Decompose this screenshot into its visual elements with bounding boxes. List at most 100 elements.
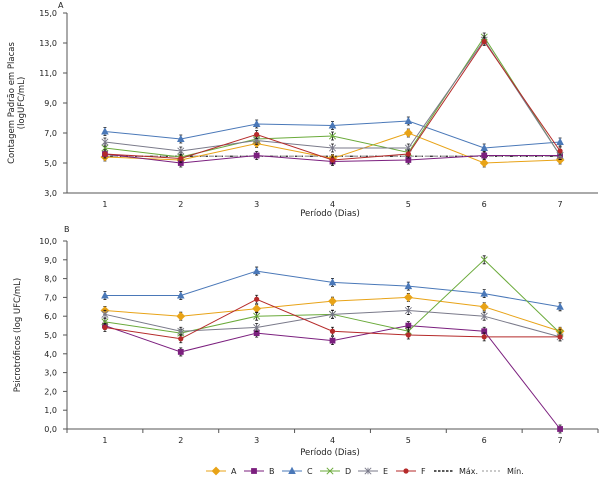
data-point-f: [254, 296, 260, 302]
legend: A B C D E F Máx. Mín.: [206, 466, 524, 476]
data-point-d: [253, 312, 261, 320]
data-point-f: [178, 155, 184, 162]
data-point-a: [176, 311, 186, 321]
legend-label: A: [231, 467, 237, 476]
x-tick-label: 6: [482, 436, 487, 445]
data-point-c: [101, 291, 109, 299]
data-point-c: [404, 281, 413, 290]
data-point-f: [405, 151, 411, 157]
x-tick-label: 2: [178, 436, 183, 445]
chart-a-axes: [66, 13, 598, 194]
series-d: [101, 32, 564, 162]
chart-b-axes: [66, 241, 598, 430]
series-c: [101, 116, 564, 153]
data-point-f: [254, 131, 260, 138]
x-tick-label: 4: [330, 200, 335, 209]
series-line-d: [104, 259, 561, 334]
data-point-b: [253, 152, 260, 159]
data-point-e: [101, 310, 109, 318]
data-point-c: [480, 143, 489, 151]
y-tick-label: 5,0: [44, 331, 57, 340]
y-tick-label: 1,0: [44, 406, 57, 415]
chart-b: B Psicrotróficos (log UFC/mL) 0,0 1,0 2,0 3…: [12, 225, 599, 458]
data-point-c: [176, 291, 185, 299]
y-tick-label: 7,0: [44, 129, 57, 138]
data-point-c: [404, 116, 413, 124]
y-tick-label: 3,0: [44, 369, 57, 378]
data-point-b: [481, 328, 488, 335]
y-tick-label: 10,0: [39, 237, 57, 246]
chart-a-x-axis-label: Período (Dias): [300, 209, 360, 219]
data-point-c: [288, 466, 296, 474]
chart-a-y-ticks: 3,0 5,0 7,0 9,0 11,0 13,0 15,0: [39, 9, 67, 198]
data-point-d: [101, 318, 109, 326]
data-point-c: [556, 137, 564, 145]
y-tick-label: 3,0: [44, 189, 57, 198]
data-point-e: [177, 327, 185, 335]
series-b: [102, 321, 563, 434]
chart-b-y-axis-label: Psicrotróficos (log UFC/mL): [12, 278, 23, 392]
y-tick-label: 8,0: [44, 275, 57, 284]
legend-item-b: B: [244, 467, 275, 476]
data-point-d: [101, 144, 109, 152]
data-point-c: [480, 289, 489, 297]
y-tick-label: 11,0: [39, 69, 57, 78]
legend-item-e: E: [358, 467, 388, 476]
x-tick-label: 5: [406, 436, 411, 445]
legend-item-c: C: [282, 466, 313, 476]
chart-a: A Contagem Padrão em Placas (logUFC/mL) 3…: [7, 1, 598, 219]
y-tick-label: 9,0: [44, 99, 57, 108]
chart-a-y-axis-label: Contagem Padrão em Placas (logUFC/mL): [7, 42, 27, 164]
data-point-f: [481, 334, 487, 340]
legend-label: F: [421, 467, 426, 476]
x-tick-label: 3: [254, 200, 259, 209]
data-point-c: [328, 121, 337, 129]
data-point-a: [403, 292, 413, 302]
x-tick-label: 3: [254, 436, 259, 445]
panel-label-a: A: [58, 1, 64, 10]
data-point-e: [480, 312, 488, 320]
legend-label: Máx.: [459, 467, 478, 476]
data-point-b: [405, 322, 412, 329]
data-point-c: [556, 302, 564, 310]
data-point-f: [329, 328, 336, 334]
data-point-f: [178, 336, 184, 342]
x-tick-label: 4: [330, 436, 335, 445]
y-axis-label-line: Psicrotróficos (log UFC/mL): [12, 278, 23, 392]
y-tick-label: 2,0: [44, 387, 57, 396]
y-tick-label: 4,0: [44, 350, 57, 359]
legend-label: B: [269, 467, 275, 476]
data-point-f: [403, 468, 409, 474]
data-point-b: [177, 160, 184, 166]
y-tick-label: 5,0: [44, 159, 57, 168]
legend-item-f: F: [396, 467, 426, 476]
chart-b-series: [100, 255, 565, 434]
data-point-a: [252, 304, 262, 314]
series-f: [102, 37, 563, 165]
data-point-e: [101, 138, 109, 146]
data-point-c: [176, 134, 185, 142]
series-d: [101, 255, 564, 338]
data-point-b: [405, 157, 412, 163]
data-point-b: [253, 330, 260, 337]
data-point-f: [557, 334, 563, 340]
series-e: [101, 306, 564, 342]
y-axis-label-line: (logUFC/mL): [17, 77, 27, 130]
chart-b-x-ticks: 1 2 3 4 5 6 7: [66, 429, 599, 445]
data-point-a: [211, 466, 221, 476]
x-tick-label: 1: [102, 200, 107, 209]
data-point-e: [328, 310, 337, 318]
data-point-f: [102, 324, 108, 331]
series-f: [102, 294, 563, 344]
panel-label-b: B: [64, 225, 70, 234]
chart-b-y-ticks: 0,0 1,0 2,0 3,0 4,0 5,0 6,0 7,0 8,0 9,0 10,0: [39, 237, 67, 434]
x-tick-label: 6: [482, 200, 487, 209]
data-point-b: [251, 468, 257, 474]
chart-a-series: [100, 32, 565, 168]
data-point-e: [177, 147, 185, 155]
y-tick-label: 7,0: [44, 293, 57, 302]
x-tick-label: 7: [558, 436, 563, 445]
data-point-f: [405, 332, 411, 338]
data-point-c: [252, 119, 261, 127]
x-tick-label: 7: [558, 200, 563, 209]
